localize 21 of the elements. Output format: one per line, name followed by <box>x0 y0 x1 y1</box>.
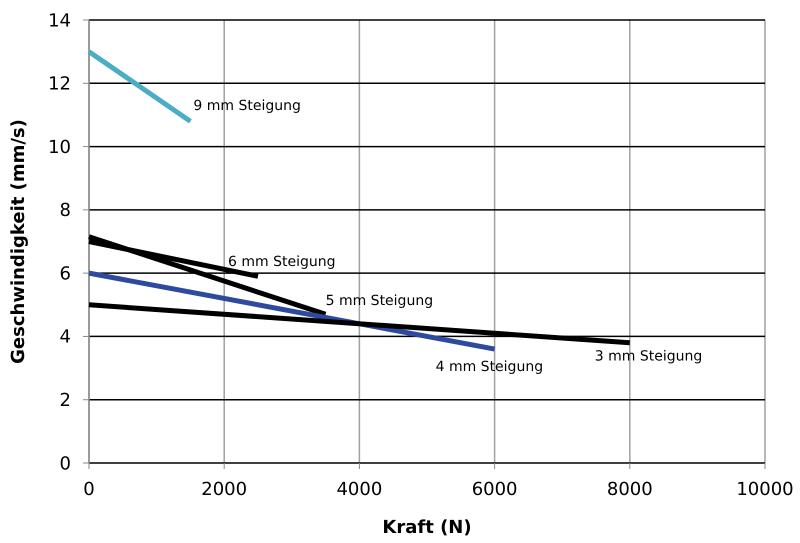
y-tick-label: 0 <box>60 453 71 474</box>
series-label: 6 mm Steigung <box>228 254 336 270</box>
series-label: 9 mm Steigung <box>193 98 301 114</box>
y-axis-title: Geschwindigkeit (mm/s) <box>8 119 29 364</box>
series-label: 3 mm Steigung <box>594 348 702 365</box>
series-label: 4 mm Steigung <box>436 358 544 375</box>
x-tick-label: 10000 <box>736 479 794 500</box>
x-tick-label: 6000 <box>472 479 518 500</box>
x-axis-title: Kraft (N) <box>382 517 472 538</box>
y-tick-label: 10 <box>48 136 71 158</box>
y-tick-label: 14 <box>48 10 71 32</box>
y-tick-label: 8 <box>60 200 71 222</box>
y-tick-label: 6 <box>60 263 71 284</box>
x-tick-label: 8000 <box>606 479 653 500</box>
x-tick-label: 0 <box>83 479 95 500</box>
y-tick-label: 2 <box>60 390 71 412</box>
y-tick-label: 4 <box>60 326 71 348</box>
series-label: 5 mm Steigung <box>326 293 434 310</box>
x-tick-label: 2000 <box>201 479 248 500</box>
x-tick-label: 4000 <box>336 479 382 500</box>
y-tick-label: 12 <box>48 74 71 95</box>
